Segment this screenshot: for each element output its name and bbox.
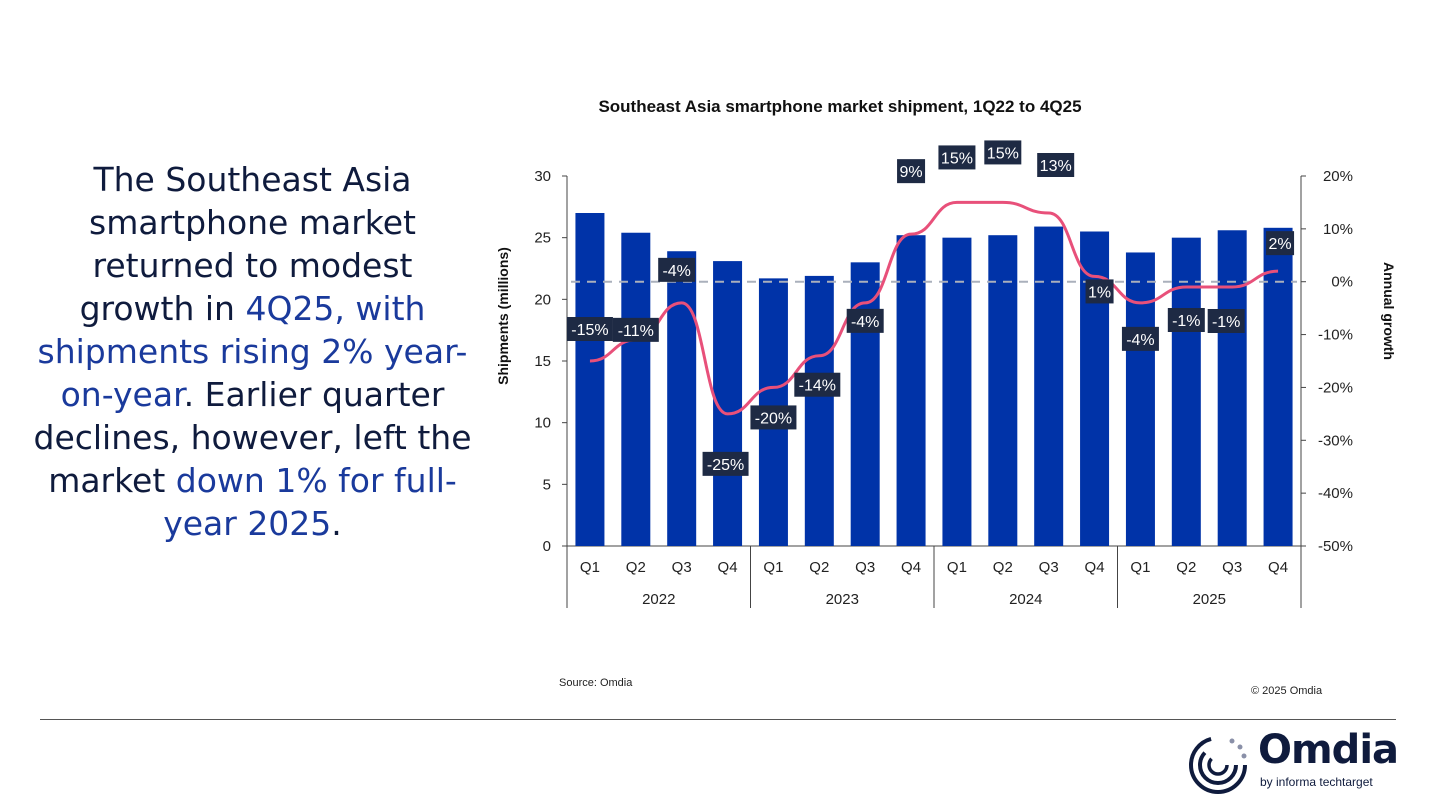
data-label: -4% [851,314,879,331]
y-tick-label: 25 [534,230,551,247]
data-label: 15% [987,145,1019,162]
growth-line [589,200,1279,416]
bar [896,235,926,546]
chart: 051015202530-50%-40%-30%-20%-10%0%10%20%… [495,140,1397,608]
y2-tick-label: -40% [1318,485,1353,502]
y2-tick-label: 0% [1331,274,1353,291]
bar [575,213,605,546]
x-tick-label: Q1 [947,559,967,576]
headline-highlight-2: down 1% for full-year 2025 [163,461,457,543]
y-tick-label: 5 [543,476,551,493]
year-label: 2025 [1193,591,1226,608]
y2-tick-label: -20% [1318,379,1353,396]
x-tick-label: Q2 [1176,559,1196,576]
bar [804,275,834,546]
data-label-box [702,451,749,476]
x-tick-label: Q2 [626,559,646,576]
data-label-box [984,140,1022,165]
data-label-box [750,405,797,430]
data-label: -11% [618,323,654,340]
x-tick-label: Q3 [855,559,875,576]
data-label: 15% [941,150,973,167]
data-label: 13% [1040,158,1072,175]
y2-tick-label: -50% [1318,538,1353,555]
y2-tick-label: -30% [1318,432,1353,449]
data-label-box [1266,231,1295,256]
x-tick-label: Q3 [1222,559,1242,576]
data-label-box [658,257,696,282]
headline-highlight-1: 4Q25, with shipments rising 2% year-on-y… [37,289,468,414]
data-label: -1% [1212,314,1240,331]
x-tick-label: Q3 [1039,559,1059,576]
divider [40,719,1396,720]
data-label-box [938,145,976,170]
logo-byline: by informa techtarget [1260,775,1373,789]
bar [1034,226,1064,547]
source-note: Source: Omdia [559,677,633,689]
bar [1125,252,1155,546]
y2-tick-label: -10% [1318,327,1353,344]
bar [1171,237,1201,546]
headline-part3: . Earlier quarter declines, however, lef… [33,375,472,500]
bar [988,235,1018,546]
x-tick-label: Q1 [763,559,783,576]
omdia-logo: Omdia by informa techtarget [1188,727,1399,795]
bar [1263,227,1293,547]
x-tick-label: Q1 [1130,559,1150,576]
headline: The Southeast Asia smartphone market ret… [30,158,475,545]
bar [1217,230,1247,546]
y-tick-label: 20 [534,291,551,308]
data-label: -20% [755,410,792,427]
y-tick-label: 15 [534,353,551,370]
data-label: -25% [707,457,744,474]
data-label-box [1037,153,1075,177]
y2-axis-label: Annual growth [1381,262,1397,360]
data-label: -1% [1172,313,1200,330]
headline-part1: The Southeast Asia smartphone market ret… [79,160,416,328]
y-tick-label: 10 [534,415,551,432]
bar [667,251,697,546]
x-tick-label: Q4 [901,559,921,576]
data-label-box [612,317,659,342]
data-label: 2% [1269,236,1292,253]
year-label: 2024 [1009,591,1042,608]
x-tick-label: Q2 [809,559,829,576]
data-label-box [1207,309,1245,333]
x-tick-label: Q2 [993,559,1013,576]
data-label-box [897,159,926,184]
data-label-box [794,372,841,397]
year-label: 2022 [642,591,675,608]
year-label: 2023 [826,591,859,608]
copyright: © 2025 Omdia [1251,685,1323,697]
data-label: 1% [1088,284,1111,301]
bar [942,237,972,546]
data-label-box [566,317,613,341]
bar [850,262,880,546]
y2-tick-label: 20% [1323,168,1353,185]
data-label-box [1085,279,1114,304]
x-tick-label: Q4 [718,559,738,576]
x-tick-label: Q1 [580,559,600,576]
x-tick-label: Q4 [1268,559,1288,576]
y-tick-label: 30 [534,168,551,185]
y2-tick-label: 10% [1323,221,1353,238]
data-label: 9% [900,164,923,181]
data-label: -4% [1126,332,1154,349]
chart-title: Southeast Asia smartphone market shipmen… [598,97,1082,116]
data-label: -15% [571,322,608,339]
y-tick-label: 0 [543,538,551,555]
omdia-swirl-icon [1189,736,1247,794]
data-label-box [1167,308,1205,332]
x-tick-label: Q3 [672,559,692,576]
x-tick-label: Q4 [1085,559,1105,576]
logo-word: Omdia [1258,727,1399,773]
data-label-box [1121,326,1159,351]
bar [621,232,651,546]
data-label: -4% [662,263,690,280]
headline-part5: . [331,504,342,543]
data-label-box [846,308,884,333]
y-axis-label: Shipments (millions) [495,247,511,385]
data-label: -14% [799,378,836,395]
